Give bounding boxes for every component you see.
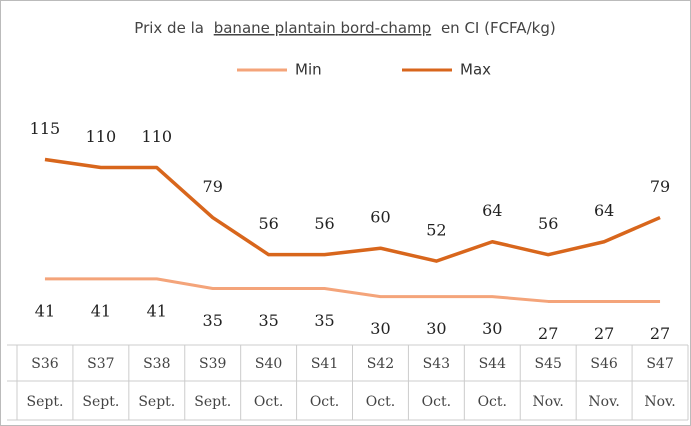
- data-label: 110: [86, 127, 117, 146]
- data-label: 35: [203, 311, 223, 330]
- x-tick-label: S36: [31, 356, 58, 372]
- x-tick-label: S39: [199, 356, 226, 372]
- x-month-label: Oct.: [310, 394, 339, 410]
- x-month-label: Sept.: [26, 394, 63, 410]
- x-month-label: Nov.: [588, 394, 619, 410]
- data-label: 110: [142, 127, 173, 146]
- legend-label: Max: [460, 61, 491, 79]
- x-month-label: Sept.: [194, 394, 231, 410]
- data-label: 60: [370, 208, 390, 227]
- data-label: 27: [538, 324, 558, 343]
- x-tick-label: S46: [590, 356, 617, 372]
- x-tick-label: S37: [87, 356, 114, 372]
- x-tick-label: S45: [535, 356, 562, 372]
- data-label: 79: [650, 177, 670, 196]
- x-month-label: Sept.: [138, 394, 175, 410]
- x-tick-label: S43: [423, 356, 450, 372]
- data-label: 41: [91, 301, 111, 320]
- legend-label: Min: [295, 61, 322, 79]
- data-label: 30: [482, 319, 502, 338]
- x-month-label: Nov.: [644, 394, 675, 410]
- x-month-label: Oct.: [422, 394, 451, 410]
- series-line: [44, 277, 661, 303]
- data-label: 35: [258, 311, 278, 330]
- x-month-label: Nov.: [533, 394, 564, 410]
- x-tick-label: S38: [143, 356, 170, 372]
- x-tick-label: S47: [646, 356, 673, 372]
- data-label: 30: [370, 319, 390, 338]
- title-after: en CI (FCFA/kg): [441, 19, 556, 37]
- data-label: 35: [314, 311, 334, 330]
- x-tick-label: S44: [479, 356, 506, 372]
- data-label: 115: [30, 119, 61, 138]
- data-label: 27: [594, 324, 614, 343]
- data-label: 79: [203, 177, 223, 196]
- x-tick-label: S40: [255, 356, 282, 372]
- data-label: 56: [538, 214, 558, 233]
- data-label: 30: [426, 319, 446, 338]
- data-label: 27: [650, 324, 670, 343]
- data-label: 64: [594, 201, 614, 220]
- data-label: 64: [482, 201, 502, 220]
- data-label: 56: [314, 214, 334, 233]
- x-tick-label: S41: [311, 356, 338, 372]
- title-before: Prix de la: [134, 19, 204, 37]
- x-month-label: Sept.: [82, 394, 119, 410]
- x-month-label: Oct.: [366, 394, 395, 410]
- series-line: [44, 157, 661, 263]
- data-label: 41: [147, 301, 167, 320]
- title-underlined: banane plantain bord-champ: [214, 19, 431, 37]
- data-label: 56: [258, 214, 278, 233]
- x-month-label: Oct.: [478, 394, 507, 410]
- data-label: 52: [426, 221, 446, 240]
- x-month-label: Oct.: [254, 394, 283, 410]
- data-label: 41: [35, 301, 55, 320]
- x-tick-label: S42: [367, 356, 394, 372]
- chart-title: Prix de la banane plantain bord-champ en…: [134, 19, 555, 37]
